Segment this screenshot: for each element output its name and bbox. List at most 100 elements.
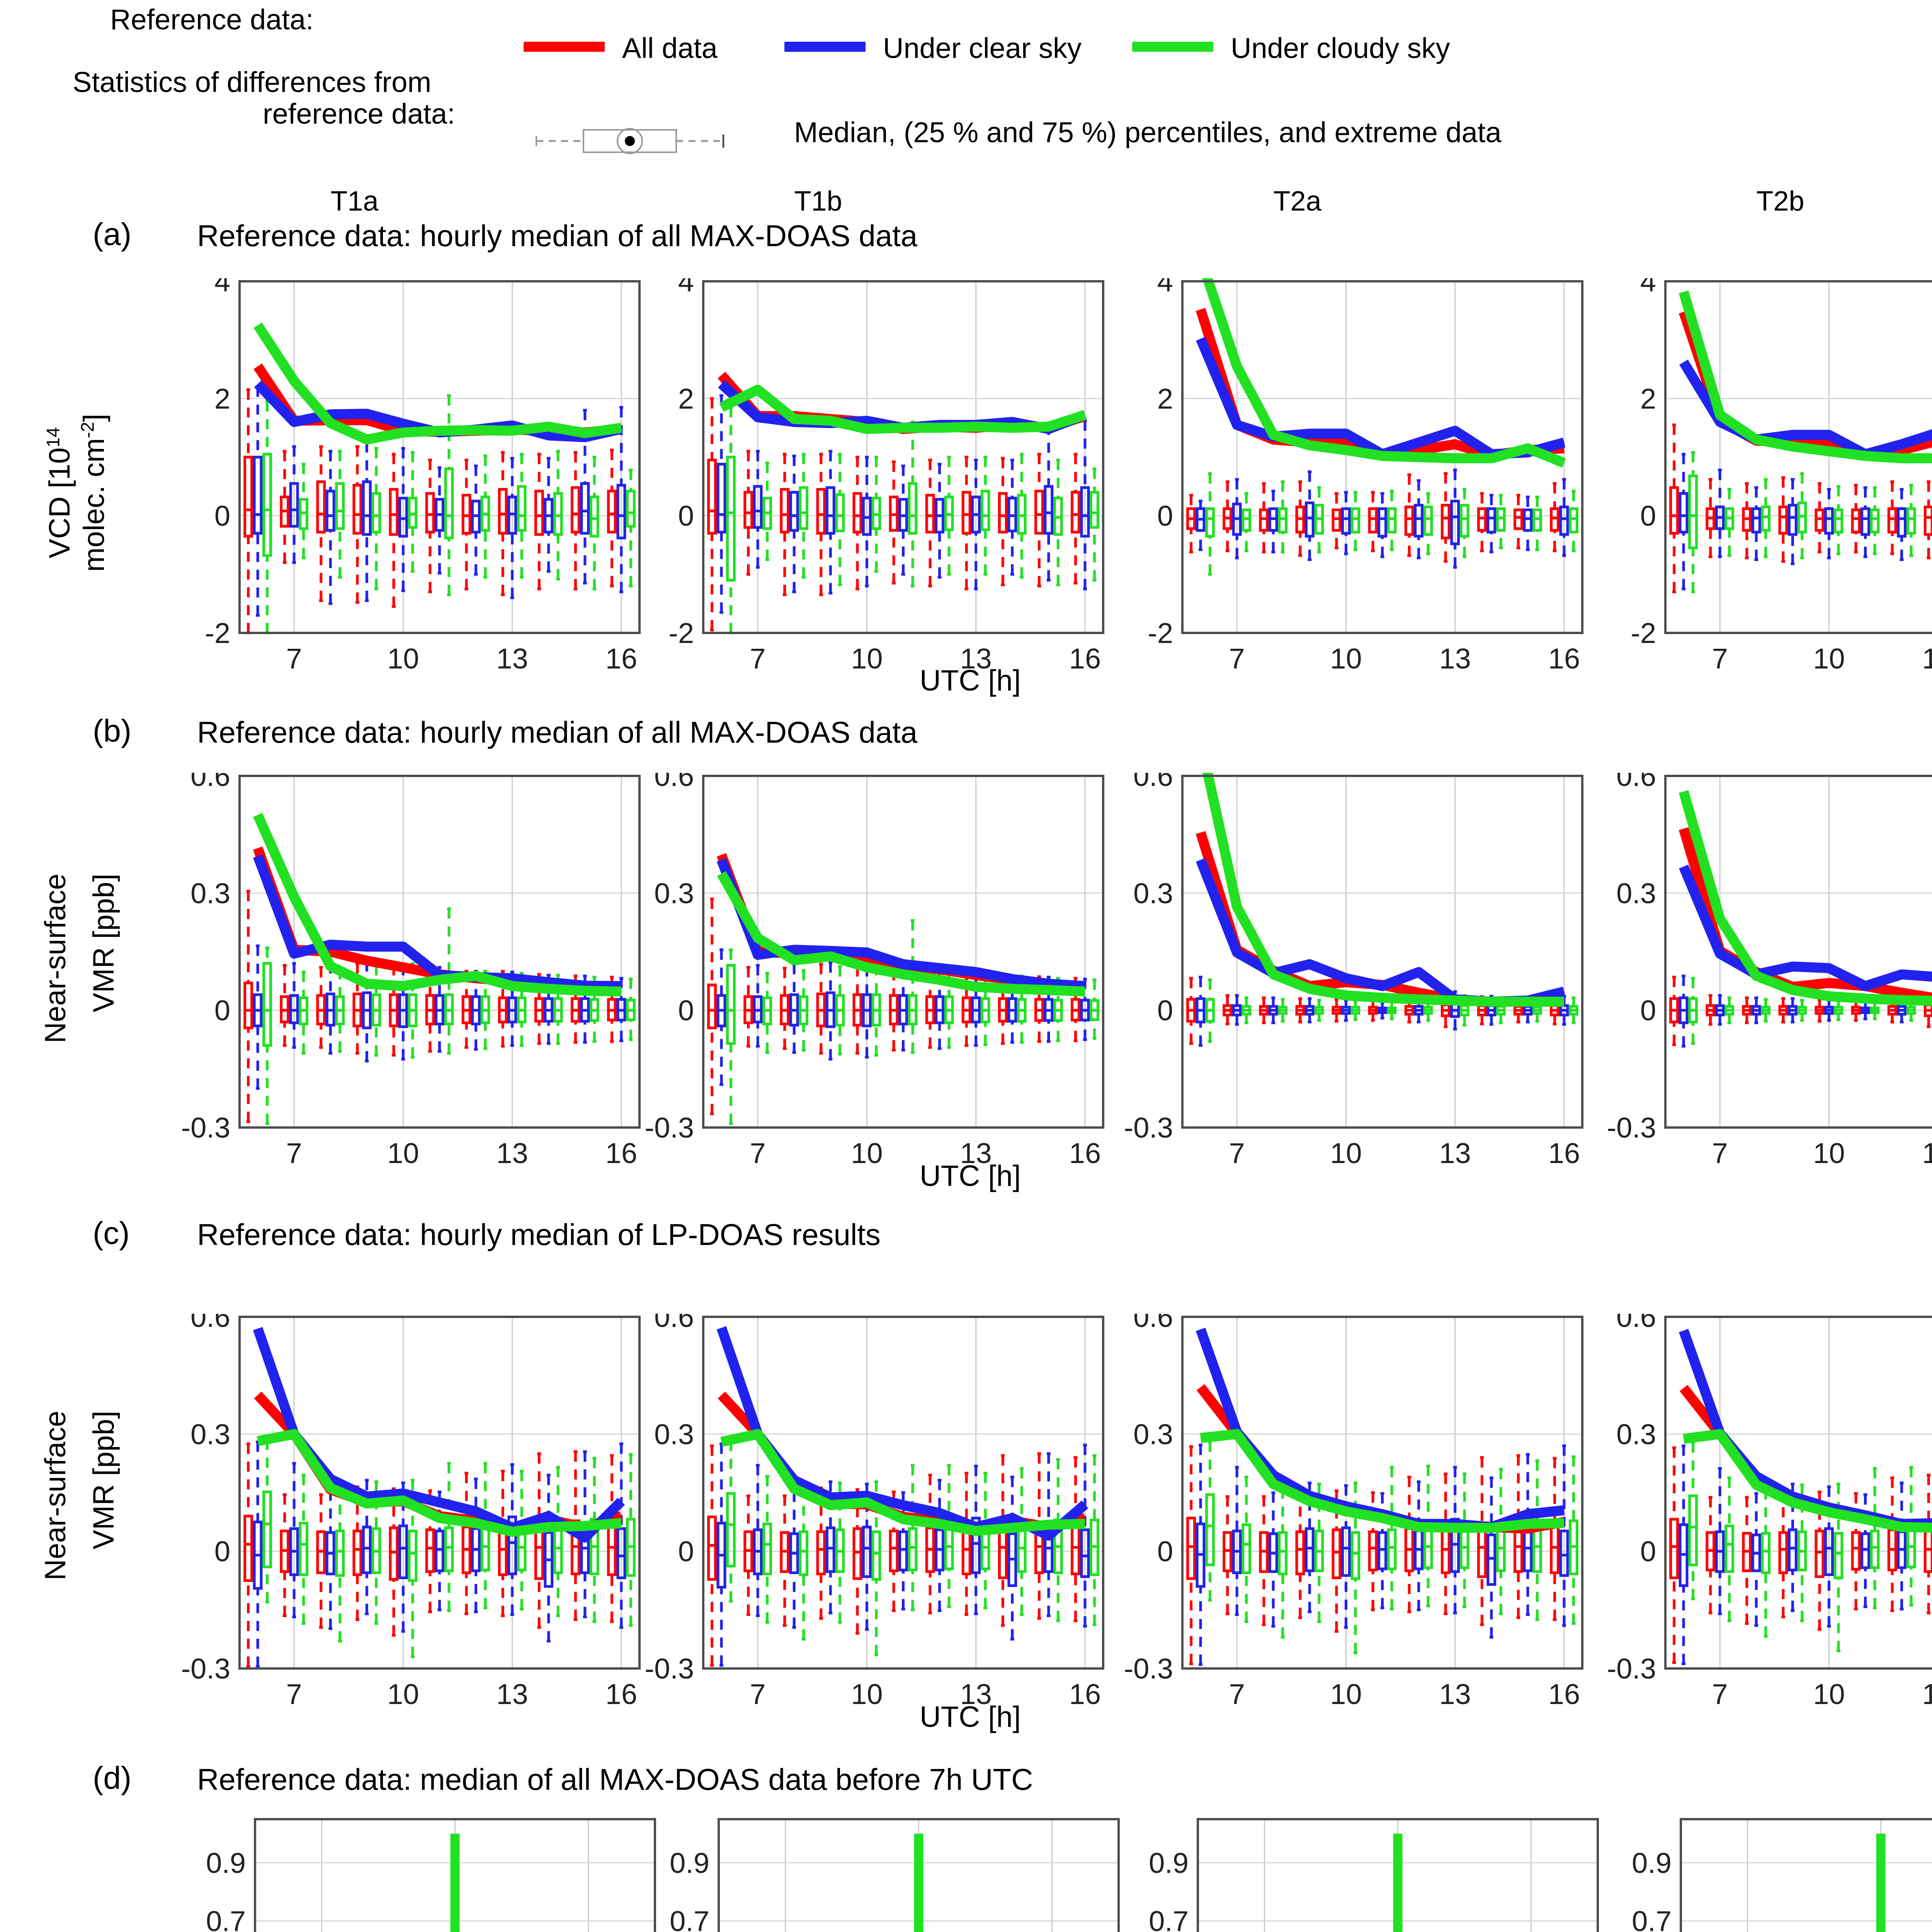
svg-text:0.6: 0.6 [1133,1314,1173,1333]
svg-text:2: 2 [1640,383,1656,415]
svg-text:13: 13 [497,643,528,675]
svg-text:10: 10 [1813,1678,1845,1710]
panel-letter-d: (d) [93,1760,132,1796]
svg-text:4: 4 [1157,278,1173,298]
svg-text:-2: -2 [1631,617,1656,649]
chart-panel-a-t1b: 4 2 0 -2 7 10 13 16 [618,278,1119,703]
y-axis-label-row-b2: VMR [ppb] [87,874,121,1012]
svg-text:10: 10 [1813,1137,1845,1169]
svg-text:10: 10 [1330,1678,1362,1710]
chart-panel-a-t1a: 4 2 0 -2 7 10 13 16 [155,278,655,703]
svg-text:0.3: 0.3 [654,1418,694,1450]
svg-text:0.6: 0.6 [654,1314,694,1333]
svg-text:-0.3: -0.3 [181,1112,230,1144]
svg-text:0.6: 0.6 [1616,773,1656,792]
chart-panel-b-t1b: 0.6 0.3 0 -0.3 7 10 13 16 [618,773,1119,1198]
legend-label-all-data: All data [622,32,718,64]
chart-panel-d-t2a: 0.90.70.50.30.1-0.300.3 [1097,1816,1613,1932]
svg-text:13: 13 [1439,643,1471,675]
chart-panel-d-t1b: 0.90.70.50.30.1-0.300.3 [618,1816,1134,1932]
svg-text:0.7: 0.7 [206,1905,246,1932]
svg-text:0.7: 0.7 [1149,1905,1189,1932]
svg-text:4: 4 [1640,278,1656,298]
svg-text:0.3: 0.3 [1133,877,1173,909]
svg-text:0: 0 [1157,500,1173,532]
svg-text:10: 10 [1330,643,1362,675]
svg-text:0.3: 0.3 [1616,1418,1656,1450]
svg-text:0.3: 0.3 [1133,1418,1173,1450]
y-axis-label-c-text: Near-surface [39,1410,72,1580]
svg-text:7: 7 [1712,643,1728,675]
svg-text:10: 10 [851,1137,883,1169]
panel-title-d: Reference data: median of all MAX-DOAS d… [197,1762,1033,1796]
panel-letter-a: (a) [93,217,132,252]
panel-letter-c: (c) [93,1216,130,1251]
legend-swatch-cloudy-sky [1132,42,1213,52]
svg-text:0: 0 [1157,995,1173,1027]
svg-text:13: 13 [1922,1678,1932,1710]
svg-text:7: 7 [1229,1137,1245,1169]
y-axis-label-b-text: Near-surface [39,873,72,1043]
svg-text:0.9: 0.9 [206,1847,246,1879]
x-axis-label-row-a: UTC [h] [920,664,1021,697]
svg-text:2: 2 [214,383,230,415]
svg-text:4: 4 [678,278,694,298]
svg-text:-0.3: -0.3 [181,1653,230,1685]
legend-swatch-clear-sky [784,42,866,52]
svg-text:7: 7 [1712,1137,1728,1169]
svg-text:2: 2 [1157,383,1173,415]
svg-text:-0.3: -0.3 [1124,1653,1173,1685]
svg-text:10: 10 [387,1678,419,1710]
y-axis-label-row-b: Near-surface [39,874,72,1043]
svg-text:10: 10 [387,643,419,675]
figure-legend: Reference data: All data Under clear sky… [0,0,1932,174]
chart-panel-c-t1b: 0.6 0.3 0 -0.3 7 10 13 16 [618,1314,1119,1739]
legend-stats-description: Median, (25 % and 75 %) percentiles, and… [794,116,1502,148]
svg-text:0: 0 [678,995,694,1027]
svg-text:0.6: 0.6 [1616,1314,1656,1333]
svg-text:16: 16 [1548,1678,1580,1710]
svg-text:0.7: 0.7 [670,1905,709,1932]
chart-panel-c-t1a: 0.6 0.3 0 -0.3 7 10 13 16 [155,1314,655,1739]
svg-text:13: 13 [960,643,992,675]
svg-text:0.6: 0.6 [190,1314,230,1333]
x-axis-label-row-b: UTC [h] [920,1160,1021,1192]
svg-text:13: 13 [960,1137,992,1169]
svg-text:0.3: 0.3 [190,877,230,909]
svg-text:7: 7 [1229,643,1245,675]
svg-text:10: 10 [851,1678,883,1710]
svg-text:-2: -2 [668,617,694,649]
svg-text:7: 7 [286,1678,302,1710]
svg-text:-0.3: -0.3 [1124,1112,1173,1144]
svg-text:-0.3: -0.3 [645,1653,694,1685]
svg-text:13: 13 [1922,643,1932,675]
svg-text:0: 0 [214,995,230,1027]
svg-text:0: 0 [1640,995,1656,1027]
svg-text:0.3: 0.3 [654,877,694,909]
svg-text:10: 10 [1330,1137,1362,1169]
svg-text:-0.3: -0.3 [1607,1112,1656,1144]
svg-text:-2: -2 [205,617,230,649]
svg-text:-0.3: -0.3 [645,1112,694,1144]
y-axis-label-a-line2: molec. cm-2] [77,413,111,572]
svg-text:0.9: 0.9 [670,1847,709,1879]
svg-text:16: 16 [605,1137,637,1169]
boxplot-legend-icon [536,128,724,154]
svg-text:16: 16 [605,643,637,675]
panel-title-b: Reference data: hourly median of all MAX… [197,715,918,749]
svg-text:0.6: 0.6 [190,773,230,792]
svg-text:7: 7 [286,643,302,675]
svg-text:7: 7 [286,1137,302,1169]
legend-stats-title-line1: Statistics of differences from [73,66,432,98]
column-header-t2b: T2b [1756,186,1804,217]
y-axis-label-b2-text: VMR [ppb] [87,873,120,1012]
chart-panel-b-t2a: 0.6 0.3 0 -0.3 7 10 13 16 [1097,773,1598,1198]
legend-reference-title: Reference data: [110,3,314,36]
svg-text:10: 10 [387,1137,419,1169]
svg-text:0.3: 0.3 [1616,877,1656,909]
svg-text:10: 10 [1813,643,1845,675]
svg-text:-0.3: -0.3 [1607,1653,1656,1685]
x-axis-label-row-c: UTC [h] [920,1701,1021,1733]
